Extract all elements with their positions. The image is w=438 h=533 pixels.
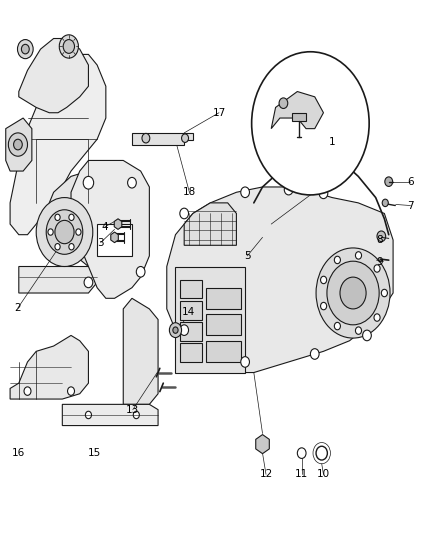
Circle shape [142,133,150,143]
Circle shape [241,357,250,367]
Polygon shape [176,266,245,373]
Text: 10: 10 [317,470,330,479]
Circle shape [385,177,392,187]
Circle shape [316,248,390,338]
Circle shape [21,44,29,54]
Polygon shape [111,232,118,243]
Text: 2: 2 [14,303,21,313]
Circle shape [48,229,53,235]
Circle shape [83,176,94,189]
Polygon shape [10,335,88,399]
Polygon shape [6,118,32,171]
Circle shape [84,277,93,288]
Polygon shape [180,301,201,319]
Polygon shape [184,203,237,245]
Circle shape [321,276,327,284]
Circle shape [374,265,380,272]
Circle shape [311,349,319,359]
Circle shape [170,322,182,337]
Circle shape [377,231,386,241]
Circle shape [46,210,83,254]
Circle shape [24,387,31,395]
Circle shape [85,411,92,419]
Text: 14: 14 [182,306,195,317]
Polygon shape [180,280,201,298]
Circle shape [18,39,33,59]
Text: 6: 6 [407,176,414,187]
Circle shape [180,208,188,219]
Circle shape [14,139,22,150]
Polygon shape [256,434,269,454]
Circle shape [180,325,188,335]
Text: 16: 16 [12,448,25,458]
Circle shape [363,330,371,341]
Circle shape [374,314,380,321]
Polygon shape [206,288,241,309]
Circle shape [127,177,136,188]
Text: 4: 4 [102,222,108,232]
Circle shape [55,244,60,250]
Text: 3: 3 [97,238,104,248]
Text: 8: 8 [377,235,383,245]
Polygon shape [206,314,241,335]
Circle shape [252,52,369,195]
Polygon shape [62,405,158,425]
Circle shape [173,327,178,333]
Circle shape [67,387,74,395]
Circle shape [136,266,145,277]
Text: 1: 1 [329,137,336,147]
Polygon shape [114,219,122,229]
Polygon shape [49,171,115,266]
Circle shape [321,302,327,310]
Polygon shape [19,266,97,293]
Circle shape [133,411,139,419]
Polygon shape [180,343,201,362]
Text: 7: 7 [407,200,414,211]
Circle shape [76,229,81,235]
Circle shape [69,214,74,221]
Circle shape [36,198,93,266]
Polygon shape [71,160,149,298]
Polygon shape [292,113,306,120]
Circle shape [69,244,74,250]
Text: 15: 15 [88,448,101,458]
Circle shape [356,327,361,334]
Text: 12: 12 [259,470,272,479]
Polygon shape [167,187,393,373]
Polygon shape [10,54,106,235]
Text: 5: 5 [244,251,251,261]
Polygon shape [271,92,323,128]
Circle shape [59,35,78,58]
Polygon shape [132,133,193,144]
Polygon shape [180,322,201,341]
Polygon shape [206,341,241,362]
Circle shape [382,199,389,207]
Circle shape [334,322,340,330]
Circle shape [241,187,250,198]
Circle shape [327,261,379,325]
Circle shape [340,277,366,309]
Circle shape [182,134,188,142]
Text: 11: 11 [295,470,308,479]
Circle shape [334,256,340,264]
Circle shape [55,220,74,244]
Circle shape [381,289,388,297]
Polygon shape [123,298,158,405]
Text: 9: 9 [377,257,383,267]
Circle shape [279,98,288,109]
Circle shape [63,39,74,53]
Polygon shape [19,38,88,113]
Text: 18: 18 [183,187,196,197]
Circle shape [284,184,293,195]
Text: 17: 17 [212,108,226,118]
Circle shape [319,188,328,199]
Text: 13: 13 [126,405,139,415]
Polygon shape [97,224,132,256]
Circle shape [55,214,60,221]
Circle shape [8,133,28,156]
Circle shape [356,252,361,259]
